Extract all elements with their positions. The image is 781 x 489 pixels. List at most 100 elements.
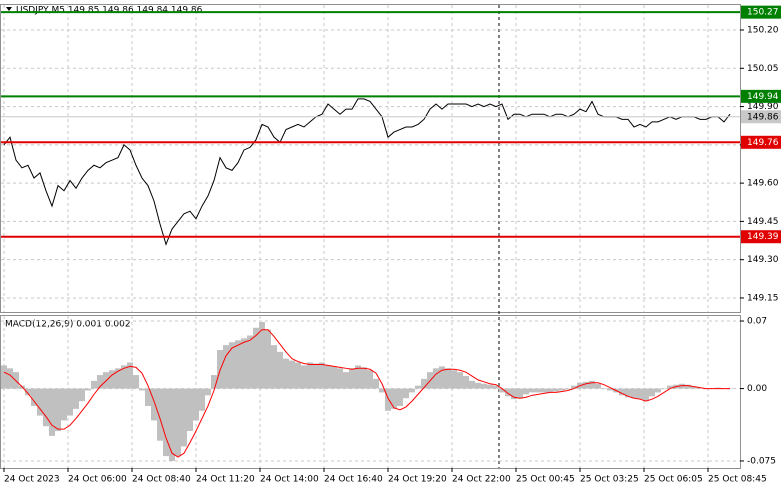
histogram-bar [31,388,37,406]
level-label: 149.76 [747,138,779,148]
histogram-bar [655,388,661,393]
x-tick-label: 24 Oct 22:00 [452,475,511,485]
histogram-bar [463,376,469,389]
histogram-bar [445,368,451,389]
histogram-bar [361,367,367,389]
symbol-icon [6,7,12,11]
histogram-bar [433,368,439,389]
histogram-bar [127,362,133,389]
histogram-bar [379,388,385,393]
histogram-bar [391,388,397,409]
histogram-bar [271,345,277,389]
histogram-bar [169,388,175,461]
histogram-bar [193,388,199,421]
histogram-bar [7,368,13,389]
x-tick-label: 24 Oct 16:40 [324,475,383,485]
price-panel-frame [0,4,741,313]
histogram-bar [55,388,61,432]
histogram-bar [595,383,601,389]
histogram-bar [115,368,121,389]
histogram-bar [289,360,295,389]
current-price-box [741,110,781,124]
histogram-bar [223,345,229,389]
histogram-bar [517,388,523,399]
level-label-box [741,230,781,244]
histogram-bar [589,380,595,389]
y-tick-label: 0.07 [747,317,767,327]
x-tick-label: 24 Oct 11:20 [196,475,255,485]
histogram-bar [571,385,577,389]
histogram-bar [565,388,571,390]
histogram-bar [337,368,343,389]
histogram-bar [367,370,373,389]
current-price-label: 149.86 [747,112,779,122]
histogram-bar [229,342,235,389]
histogram-bar [259,321,265,389]
histogram-bar [505,388,511,397]
histogram-bar [313,363,319,389]
histogram-bar [343,372,349,389]
histogram-bar [553,388,559,392]
level-label: 149.39 [747,232,779,242]
histogram-bar [25,388,31,396]
histogram-bar [541,388,547,393]
histogram-bar [235,340,241,389]
histogram-bar [37,388,43,416]
histogram-bar [409,388,415,393]
histogram-bar [439,366,445,389]
signal-line [3,329,730,458]
histogram-bar [475,382,481,389]
level-label-box [741,89,781,103]
histogram-bar [661,388,667,390]
histogram-bar [583,381,589,389]
histogram-bar [319,362,325,389]
histogram-bar [175,388,181,457]
histogram-bar [109,370,115,389]
histogram-bar [355,365,361,389]
histogram-bar [67,388,73,416]
histogram-bar [181,388,187,447]
y-tick-label: 150.05 [747,64,779,74]
histogram-bar [631,388,637,399]
histogram-bar [295,362,301,389]
price-title: USDJPY,M5 149.85 149.86 149.84 149.86 [16,6,203,16]
x-tick-label: 25 Oct 00:45 [516,475,575,485]
histogram-bar [457,372,463,389]
histogram-bar [547,388,553,393]
histogram-bar [139,388,145,391]
histogram-bar [205,388,211,396]
histogram-bar [151,388,157,421]
histogram-bar [61,388,67,421]
histogram-bar [619,388,625,396]
y-tick-label: 150.20 [747,26,779,36]
y-tick-label: 149.45 [747,217,779,227]
x-tick-label: 24 Oct 19:20 [388,475,447,485]
histogram-bar [145,388,151,406]
histogram-bar [307,362,313,389]
histogram-bar [277,351,283,389]
histogram-bar [625,388,631,398]
histogram-bar [523,388,529,395]
histogram-bar [1,365,7,389]
histogram-bar [331,366,337,389]
histogram-bar [421,378,427,389]
histogram-bar [163,388,169,457]
level-label-box [741,5,781,19]
histogram-bar [451,370,457,389]
histogram-bar [283,358,289,389]
histogram-bar [85,388,91,391]
x-tick-label: 25 Oct 03:25 [580,475,639,485]
histogram-bar [301,365,307,389]
x-tick-label: 24 Oct 06:00 [68,475,127,485]
level-label: 149.94 [747,92,779,102]
histogram-bar [133,375,139,389]
histogram-bar [403,388,409,399]
histogram-bar [253,327,259,389]
histogram-bar [469,380,475,389]
y-tick-label: 149.90 [747,102,779,112]
histogram-bar [607,388,613,391]
x-tick-label: 24 Oct 2023 [4,475,60,485]
histogram-bar [349,368,355,389]
histogram-bar [529,388,535,393]
